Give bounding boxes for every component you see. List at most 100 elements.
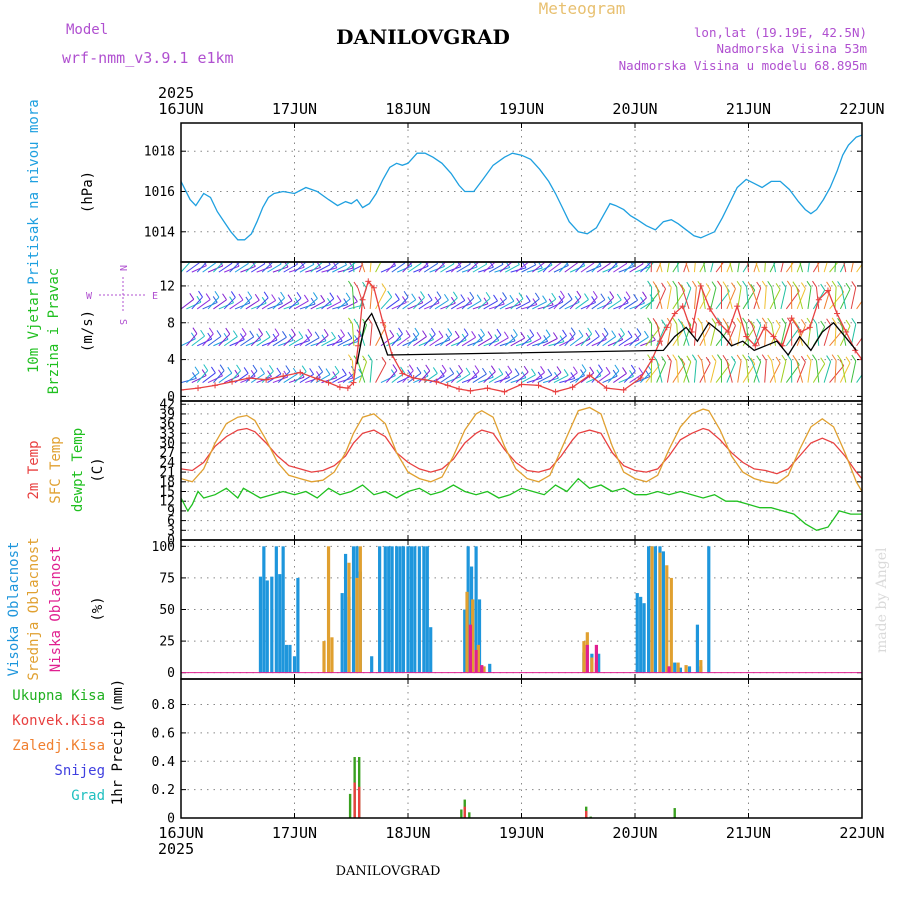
wind-barb <box>461 376 478 384</box>
wind-barb-flag <box>301 365 307 372</box>
wind-barb-flag <box>251 262 256 267</box>
wind-barb <box>234 302 251 310</box>
y-tick-label: 12 <box>159 495 175 510</box>
wind-barb-flag <box>653 245 657 251</box>
wind-barb <box>277 262 291 273</box>
wind-barb <box>815 287 820 309</box>
wind-barb-flag <box>354 245 358 251</box>
wind-barb-flag <box>521 371 527 378</box>
wind-barb-flag <box>498 368 504 375</box>
wind-barb <box>726 362 736 383</box>
wind-barb <box>683 324 692 346</box>
srednja-oblacnost-bar <box>658 552 662 673</box>
wind-barb-flag <box>441 364 447 372</box>
wind-barb <box>693 323 697 346</box>
wind-barb-flag <box>408 364 414 371</box>
temperature-ylabel: SFC Temp <box>48 436 64 503</box>
wind-barb <box>596 262 611 273</box>
wind-barb-flag <box>469 291 475 299</box>
wind-barb-flag <box>644 330 649 338</box>
wind-barb <box>823 324 832 346</box>
wind-barb <box>834 323 837 346</box>
wind-barb-flag <box>514 368 520 375</box>
wind-barb-flag <box>337 334 343 342</box>
wind-barb <box>726 361 733 383</box>
wind-barb <box>634 376 651 384</box>
wind-barb-flag <box>569 332 575 340</box>
wind-barb <box>332 335 345 347</box>
wind-barb <box>710 361 717 383</box>
y-tick-label: 33 <box>159 427 175 442</box>
wind-barb <box>780 324 787 346</box>
wind-barb-flag <box>655 249 659 255</box>
wind-barb <box>202 333 214 347</box>
wind-barb-flag <box>865 285 869 291</box>
wind-barb-flag <box>363 245 367 251</box>
wind-barb-flag <box>267 370 272 377</box>
wind-barb <box>380 375 396 384</box>
wind-barb <box>418 370 431 383</box>
konvek-kisa-bar <box>584 810 588 818</box>
srednja-oblacnost-bar <box>358 546 362 673</box>
wind-barb-flag <box>601 332 607 340</box>
precip-legend-item: Snijeg <box>54 763 105 779</box>
wind-barb-flag <box>747 318 753 326</box>
wind-barb <box>310 262 324 273</box>
wind-barb <box>196 299 211 310</box>
wind-barb-flag <box>747 355 753 363</box>
wind-barb-flag <box>488 370 494 378</box>
wind-barb <box>477 297 491 310</box>
dewpt-temp-line <box>181 477 862 531</box>
wind-barb-flag <box>452 291 458 299</box>
wind-barb <box>823 361 832 383</box>
wind-barb-flag <box>207 332 213 340</box>
wind-barb-flag <box>407 369 413 377</box>
wind-barb <box>191 296 203 310</box>
wind-barb-flag <box>423 369 429 377</box>
wind-barb-flag <box>512 328 518 336</box>
wind-barb-flag <box>323 328 329 336</box>
wind-barb <box>386 299 400 310</box>
wind-barb <box>796 361 804 383</box>
wind-barb-flag <box>381 283 387 290</box>
visoka-oblacnost-bar <box>653 546 658 673</box>
wind-barb <box>234 333 247 347</box>
wind-barb-flag <box>640 296 645 304</box>
wind-barb-flag <box>599 255 603 261</box>
wind-barb-flag <box>667 244 671 250</box>
wind-barb-flag <box>775 319 781 327</box>
wind-barb-flag <box>691 354 697 361</box>
wind-barb-flag <box>218 369 223 377</box>
wind-barb <box>823 287 832 310</box>
wind-barb <box>461 336 476 347</box>
wind-barb-flag <box>271 294 277 301</box>
wind-barb-flag <box>826 281 832 289</box>
wind-barb <box>450 370 463 383</box>
wind-barb-flag <box>533 262 537 266</box>
wind-barb-flag <box>652 318 658 325</box>
wind-barb-flag <box>468 262 471 265</box>
wind-barb <box>753 287 762 310</box>
wind-barb-flag <box>611 330 617 337</box>
wind-barb <box>499 300 515 310</box>
wind-barb <box>191 265 207 273</box>
wind-barb <box>521 374 536 384</box>
wind-barb <box>461 297 475 310</box>
wind-barb-flag <box>457 262 462 267</box>
wind-barb-flag <box>845 282 851 290</box>
wind-barb <box>737 287 742 310</box>
wind-barb <box>742 262 751 273</box>
wind-barb-flag <box>445 333 451 341</box>
wind-barb <box>542 298 557 310</box>
wind-barb <box>407 262 422 273</box>
wind-barb-flag <box>219 364 225 371</box>
wind-barb <box>575 370 587 383</box>
wind-barb <box>472 263 487 273</box>
clouds-ylabel: Srednja Oblacnost <box>26 537 42 680</box>
precip-legend-item: Konvek.Kisa <box>12 713 105 729</box>
wind-barb <box>234 262 249 273</box>
wind-barb <box>764 360 767 383</box>
wind-barb <box>569 335 584 347</box>
wind-barb-flag <box>587 327 593 335</box>
wind-barb <box>607 339 623 347</box>
